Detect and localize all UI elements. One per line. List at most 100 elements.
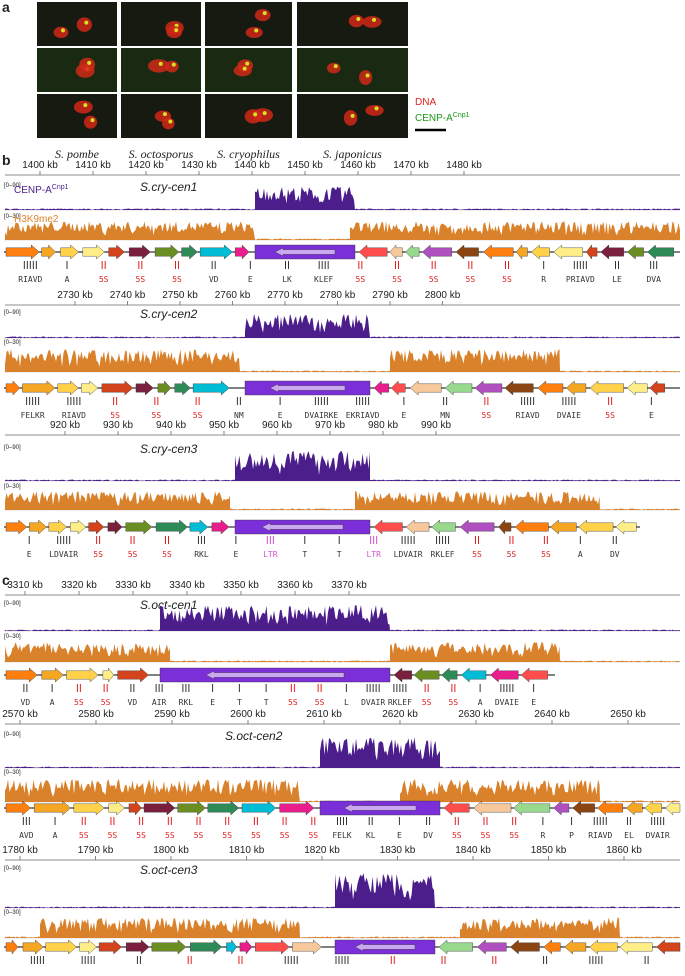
gene-arrow	[393, 667, 412, 683]
gene-label: A	[578, 550, 583, 559]
gene-arrow	[108, 800, 125, 816]
gene-label: FELK	[332, 831, 351, 840]
axis-label: 960 kb	[262, 420, 292, 431]
gene-label: E	[397, 831, 402, 840]
gene-label: 5S	[502, 275, 512, 284]
gene-label: 5S	[288, 698, 298, 707]
gene-arrow	[405, 519, 430, 535]
gene-label: KLEF	[314, 275, 333, 284]
gene-arrow	[181, 244, 198, 260]
gene-arrow	[510, 939, 540, 955]
legend-sup: Cnp1	[453, 112, 470, 119]
track-name: S.oct-cen3	[140, 863, 198, 877]
axis-label: 1780 kb	[2, 845, 38, 856]
micrograph	[297, 48, 408, 92]
gene-arrow	[543, 939, 561, 955]
gene-arrow	[261, 522, 344, 532]
coverage	[355, 491, 600, 510]
gene-arrow	[192, 380, 230, 396]
axis-label: 2640 kb	[534, 709, 570, 720]
gene-arrow	[41, 244, 56, 260]
panel-label: b	[2, 152, 11, 168]
dna-stain	[83, 115, 98, 129]
gene-label: E	[278, 411, 283, 420]
gene-arrow	[459, 519, 495, 535]
gene-label: 5S	[128, 550, 138, 559]
cenpa-spot	[372, 17, 377, 22]
track-name: S.cry-cen3	[140, 442, 198, 456]
gene-arrow	[81, 380, 99, 396]
dna-stain	[73, 100, 93, 114]
gene-label: 5S	[509, 831, 519, 840]
gene-arrow	[88, 519, 105, 535]
gene-arrow	[57, 380, 79, 396]
axis-label: 3340 kb	[169, 580, 205, 591]
gene-arrow	[358, 244, 388, 260]
cenpa-spot	[168, 119, 173, 124]
gene-arrow	[207, 800, 240, 816]
axis-label: 950 kb	[209, 420, 239, 431]
axis-label: 2580 kb	[78, 709, 114, 720]
axis-label: 1790 kb	[78, 845, 114, 856]
gene-arrow	[373, 380, 389, 396]
axis-label: 3330 kb	[115, 580, 151, 591]
range-label: [0–90]	[4, 183, 21, 189]
axis-label: 1470 kb	[393, 160, 429, 171]
dna-stain	[244, 109, 262, 124]
gene-label: L	[344, 698, 349, 707]
gene-label: AVD	[19, 831, 34, 840]
gene-arrow	[41, 667, 64, 683]
coverage	[460, 917, 620, 938]
axis-label: 1800 kb	[153, 845, 189, 856]
gene-arrow	[60, 244, 79, 260]
range-label: [0–30]	[4, 214, 21, 220]
axis-label: 2650 kb	[610, 709, 646, 720]
legend-text: CENP-A	[415, 113, 453, 124]
gene-arrow	[128, 800, 142, 816]
range-label: [0–30]	[4, 634, 21, 640]
axis-label: 2780 kb	[320, 290, 356, 301]
gene-label: T	[237, 698, 242, 707]
axis-label: 1810 kb	[229, 845, 265, 856]
gene-label: 5S	[452, 831, 462, 840]
gene-label: RIAVD	[62, 411, 86, 420]
gene-arrow	[619, 939, 653, 955]
axis-label: 940 kb	[156, 420, 186, 431]
gene-arrow	[190, 939, 223, 955]
gene-label: DV	[423, 831, 433, 840]
gene-label: 5S	[222, 831, 232, 840]
panel-label: a	[2, 0, 10, 15]
dna-stain	[359, 70, 373, 86]
gene-label: FELKR	[21, 411, 45, 420]
track-name: S.cry-cen2	[140, 307, 198, 321]
cenpa-spot	[84, 20, 89, 25]
gene-arrow	[5, 667, 38, 683]
cenpa-spot	[245, 61, 250, 66]
axis-label: 1840 kb	[455, 845, 491, 856]
cenpa-spot	[83, 103, 88, 108]
axis-label: 2610 kb	[306, 709, 342, 720]
gene-label: 5S	[472, 550, 482, 559]
axis-label: 1850 kb	[531, 845, 567, 856]
axis-label: 2630 kb	[458, 709, 494, 720]
gene-label: 5S	[280, 831, 290, 840]
dna-stain	[343, 110, 358, 126]
gene-label: AIR	[152, 698, 167, 707]
gene-label: MN	[440, 411, 450, 420]
range-label: [0–30]	[4, 340, 21, 346]
gene-arrow	[5, 380, 21, 396]
gene-label: DVAIR	[361, 698, 385, 707]
gene-arrow	[441, 667, 458, 683]
species-label: S. pombe	[55, 147, 100, 161]
gene-arrow	[656, 939, 681, 955]
dna-stain	[233, 64, 252, 77]
gene-label: RKLEF	[388, 698, 412, 707]
axis-label: 2800 kb	[425, 290, 461, 301]
axis-label: 970 kb	[315, 420, 345, 431]
gene-label: 5S	[605, 411, 615, 420]
gene-arrow	[189, 519, 209, 535]
gene-label: DVAIE	[557, 411, 581, 420]
micrograph	[205, 2, 292, 46]
gene-arrow	[48, 519, 67, 535]
track-name: S.cry-cen1	[140, 180, 197, 194]
